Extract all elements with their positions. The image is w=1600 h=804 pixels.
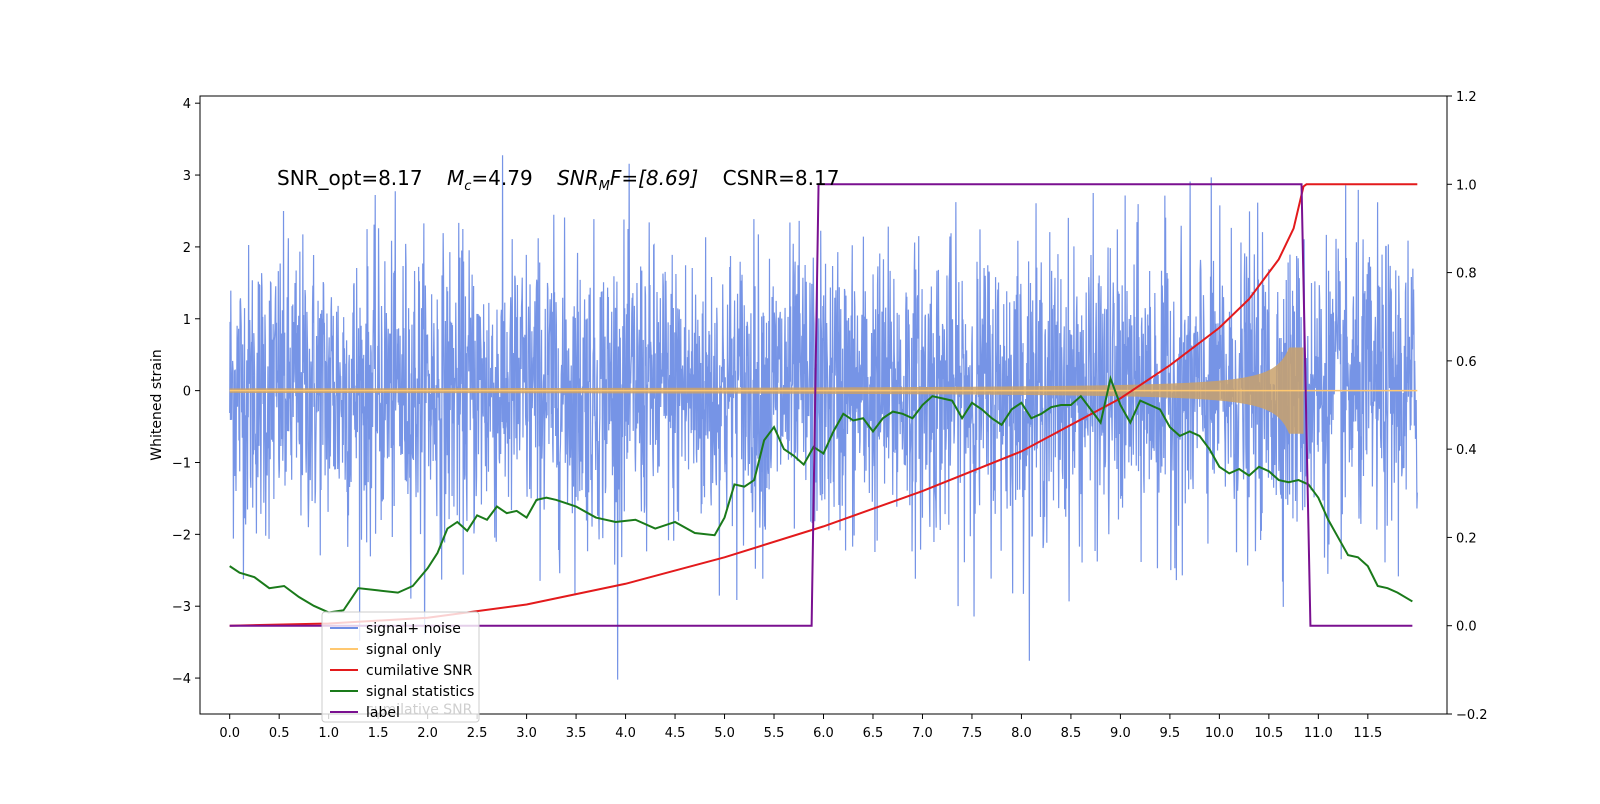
left-tick-label: −2 [172, 528, 191, 543]
snr-mf-subscript: M [599, 179, 610, 194]
x-tick-label: 2.0 [417, 726, 438, 741]
left-tick-label: −1 [172, 456, 191, 471]
signal-only-series-layer [229, 347, 1418, 434]
x-tick-label: 3.0 [516, 726, 537, 741]
legend-box [321, 611, 480, 723]
right-tick-label: −0.2 [1456, 708, 1488, 723]
x-tick-label: 8.0 [1011, 726, 1032, 741]
left-tick-label: 4 [183, 97, 191, 112]
legend-ghost-text: cumilative SNR [366, 702, 473, 718]
right-tick-label: 0.8 [1456, 267, 1477, 282]
left-tick-label: −3 [172, 600, 191, 615]
x-tick-label: 10.5 [1254, 726, 1283, 741]
snr-mf-label: SNR [557, 166, 599, 190]
series-line-2 [229, 183, 1418, 627]
x-tick-label: 5.0 [714, 726, 735, 741]
legend-label: label [366, 705, 400, 721]
right-tick-label: 1.0 [1456, 178, 1477, 193]
chart-annotation: SNR_opt=8.17 Mc=4.79 SNRMF=[8.69] CSNR=8… [277, 166, 839, 194]
left-tick-label: −4 [172, 672, 191, 687]
x-tick-label: 10.0 [1205, 726, 1234, 741]
x-tick-label: 1.0 [318, 726, 339, 741]
right-axis-ticks: 1.2 1.0 0.8 0.6 0.4 0.2 0.0 −0.2 [1447, 90, 1488, 723]
x-tick-label: 2.5 [467, 726, 488, 741]
series-line-3 [229, 375, 1413, 614]
csnr-text: CSNR=8.17 [723, 166, 840, 190]
left-tick-label: 1 [183, 313, 191, 328]
y-axis-label: Whitened strain [149, 349, 165, 460]
x-tick-label: 9.5 [1160, 726, 1181, 741]
snr-opt-text: SNR_opt=8.17 [277, 166, 423, 190]
x-tick-label: 7.5 [962, 726, 983, 741]
legend-label: signal+ noise [366, 621, 461, 637]
x-tick-label: 8.5 [1061, 726, 1082, 741]
line-series-layer [229, 183, 1418, 627]
noise-series-layer [229, 155, 1418, 680]
mc-label: M [447, 166, 464, 190]
left-tick-label: 2 [183, 241, 191, 256]
right-tick-label: 0.6 [1456, 355, 1477, 370]
series-line-4 [229, 183, 1413, 627]
x-tick-label: 3.5 [566, 726, 587, 741]
x-tick-label: 1.5 [368, 726, 389, 741]
x-tick-label: 6.5 [863, 726, 884, 741]
mc-subscript: c [464, 179, 471, 194]
x-tick-label: 6.0 [813, 726, 834, 741]
x-tick-label: 0.5 [269, 726, 290, 741]
right-tick-label: 0.4 [1456, 443, 1477, 458]
legend-label: cumilative SNR [366, 663, 473, 679]
mc-value: =4.79 [471, 166, 532, 190]
x-tick-label: 7.0 [912, 726, 933, 741]
series-signal-noise [229, 155, 1418, 680]
legend-label: signal statistics [366, 684, 474, 700]
left-axis-ticks: 4 3 2 1 0 −1 −2 −3 −4 [172, 97, 200, 687]
x-tick-label: 4.5 [665, 726, 686, 741]
left-tick-label: 3 [183, 169, 191, 184]
legend-label: signal only [366, 642, 441, 658]
x-axis-ticks: 0.0 0.5 1.0 1.5 2.0 2.5 3.0 3.5 4.0 4.5 5.0 5.5 6.0 6… [219, 714, 1382, 741]
x-tick-label: 11.5 [1353, 726, 1382, 741]
x-tick-label: 4.0 [615, 726, 636, 741]
left-tick-label: 0 [183, 385, 191, 400]
right-tick-label: 1.2 [1456, 90, 1477, 105]
legend: cumilative SNR signal+ noise signal only c… [321, 611, 480, 723]
snr-mf-value: F=[8.69] [610, 166, 698, 190]
x-tick-label: 5.5 [764, 726, 785, 741]
right-tick-label: 0.2 [1456, 531, 1477, 546]
right-tick-label: 0.0 [1456, 620, 1477, 635]
x-tick-label: 0.0 [219, 726, 240, 741]
x-tick-label: 9.0 [1110, 726, 1131, 741]
x-tick-label: 11.0 [1304, 726, 1333, 741]
